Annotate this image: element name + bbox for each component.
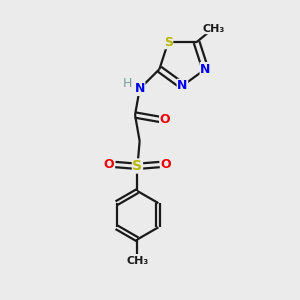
Text: N: N (134, 82, 145, 95)
Text: CH₃: CH₃ (126, 256, 148, 266)
Text: N: N (200, 63, 211, 76)
Text: S: S (164, 36, 173, 49)
Text: CH₃: CH₃ (202, 24, 224, 34)
Text: N: N (177, 79, 188, 92)
Text: O: O (161, 158, 171, 171)
Text: H: H (123, 77, 132, 90)
Text: O: O (160, 113, 170, 126)
Text: S: S (133, 159, 142, 173)
Text: O: O (103, 158, 114, 171)
